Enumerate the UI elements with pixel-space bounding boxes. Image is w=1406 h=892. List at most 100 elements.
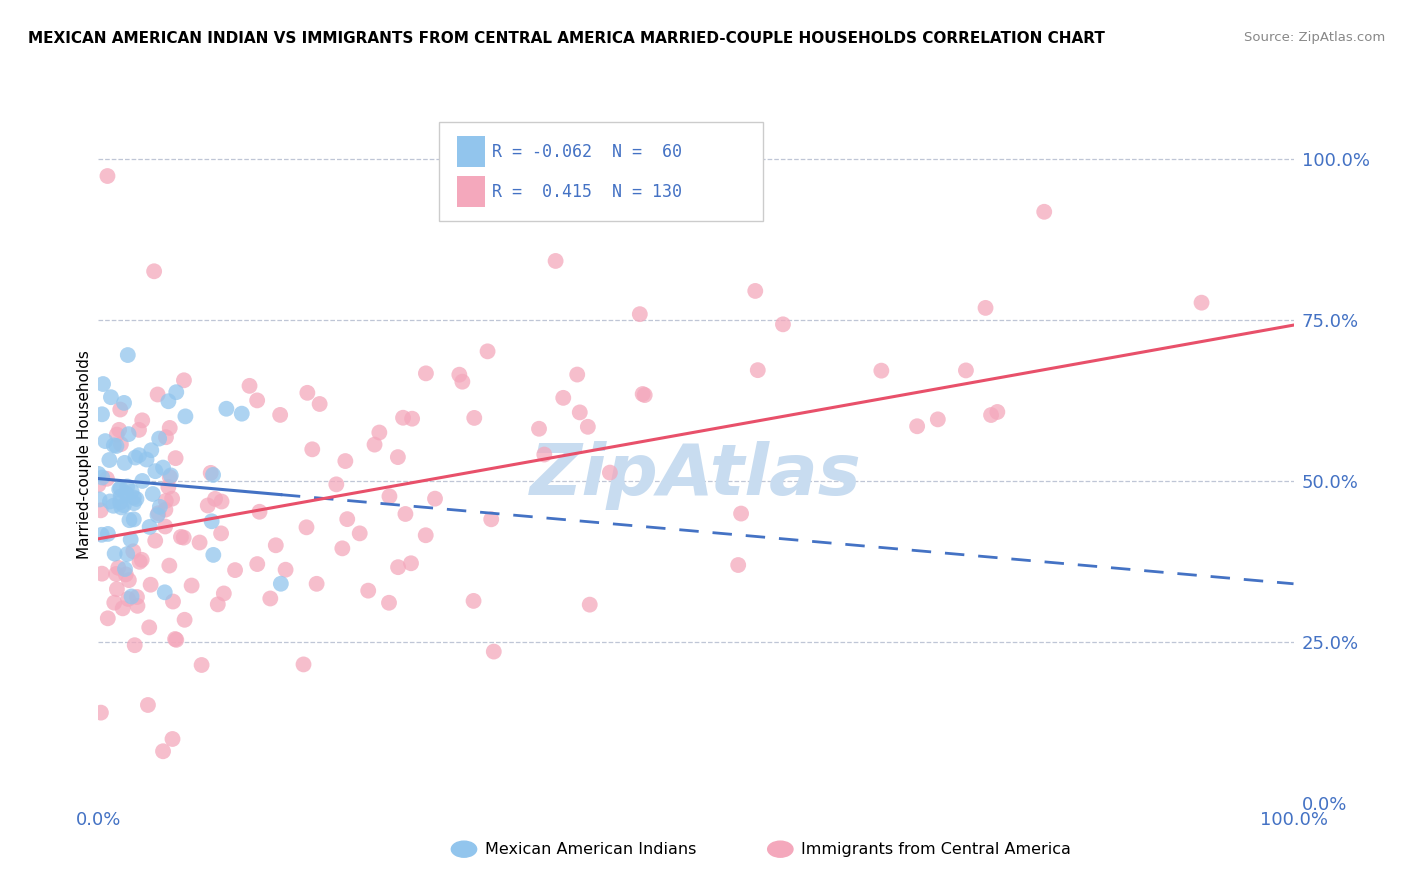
Point: [96, 169, 118, 183]
Point: [143, 264, 166, 278]
Point: [170, 530, 193, 544]
Point: [533, 448, 555, 462]
Point: [269, 408, 291, 422]
Point: [153, 585, 176, 599]
Point: [249, 505, 271, 519]
Point: [110, 500, 132, 515]
Point: [415, 528, 437, 542]
Point: [270, 576, 292, 591]
Point: [87, 477, 110, 491]
Point: [180, 578, 202, 592]
Point: [165, 632, 187, 646]
Point: [118, 513, 141, 527]
Point: [105, 582, 128, 596]
Point: [335, 454, 357, 468]
Point: [463, 411, 485, 425]
Point: [138, 620, 160, 634]
Point: [155, 494, 177, 508]
Point: [870, 364, 893, 378]
Point: [955, 363, 977, 377]
Point: [336, 512, 359, 526]
Point: [527, 422, 550, 436]
Point: [90, 566, 112, 581]
Point: [264, 538, 287, 552]
Point: [368, 425, 391, 440]
Point: [165, 632, 187, 647]
Point: [451, 375, 474, 389]
Point: [94, 434, 117, 449]
Point: [105, 566, 128, 581]
Point: [148, 432, 170, 446]
Point: [136, 698, 159, 712]
Text: R =  0.415  N = 130: R = 0.415 N = 130: [492, 184, 682, 202]
Point: [387, 560, 409, 574]
Point: [131, 553, 153, 567]
Point: [90, 528, 112, 542]
Point: [149, 500, 172, 514]
Point: [927, 412, 949, 426]
Point: [157, 394, 180, 409]
Point: [986, 405, 1008, 419]
Point: [141, 443, 163, 458]
Text: MEXICAN AMERICAN INDIAN VS IMMIGRANTS FROM CENTRAL AMERICA MARRIED-COUPLE HOUSEH: MEXICAN AMERICAN INDIAN VS IMMIGRANTS FR…: [28, 31, 1105, 46]
Point: [155, 502, 177, 516]
Point: [117, 348, 139, 362]
Point: [325, 477, 347, 491]
Point: [117, 591, 139, 606]
Point: [628, 307, 651, 321]
Point: [727, 558, 749, 572]
Point: [120, 533, 142, 547]
Point: [125, 590, 148, 604]
Point: [165, 451, 187, 466]
Point: [238, 379, 260, 393]
Point: [98, 494, 121, 508]
Point: [259, 591, 281, 606]
Y-axis label: Married-couple Households: Married-couple Households: [77, 351, 91, 559]
Point: [246, 557, 269, 571]
Point: [128, 448, 150, 462]
Point: [118, 573, 141, 587]
Point: [108, 483, 131, 497]
Point: [305, 576, 328, 591]
Point: [202, 467, 225, 482]
Point: [97, 611, 120, 625]
Point: [544, 254, 567, 268]
Point: [138, 520, 160, 534]
Point: [122, 491, 145, 505]
Point: [399, 556, 422, 570]
Point: [115, 486, 138, 500]
Point: [96, 472, 118, 486]
Point: [157, 558, 180, 573]
Point: [578, 598, 600, 612]
Point: [117, 479, 139, 493]
Point: [153, 519, 176, 533]
Point: [131, 474, 153, 488]
Point: [173, 613, 195, 627]
Point: [104, 547, 127, 561]
Point: [330, 541, 353, 556]
Point: [122, 496, 145, 510]
Point: [980, 408, 1002, 422]
Point: [105, 427, 128, 442]
Point: [553, 391, 575, 405]
Point: [110, 481, 132, 495]
Point: [463, 594, 485, 608]
Point: [479, 512, 502, 526]
Point: [215, 401, 238, 416]
Point: [162, 731, 184, 746]
Point: [110, 437, 132, 451]
Point: [127, 599, 149, 613]
Point: [387, 450, 409, 464]
Text: Source: ZipAtlas.com: Source: ZipAtlas.com: [1244, 31, 1385, 45]
Point: [1033, 204, 1056, 219]
Point: [105, 439, 128, 453]
Point: [173, 531, 195, 545]
Point: [162, 594, 184, 608]
Point: [90, 503, 112, 517]
Point: [125, 491, 148, 506]
Point: [567, 368, 589, 382]
Point: [363, 437, 385, 451]
Point: [146, 387, 169, 401]
Point: [103, 438, 125, 452]
Point: [568, 405, 591, 419]
